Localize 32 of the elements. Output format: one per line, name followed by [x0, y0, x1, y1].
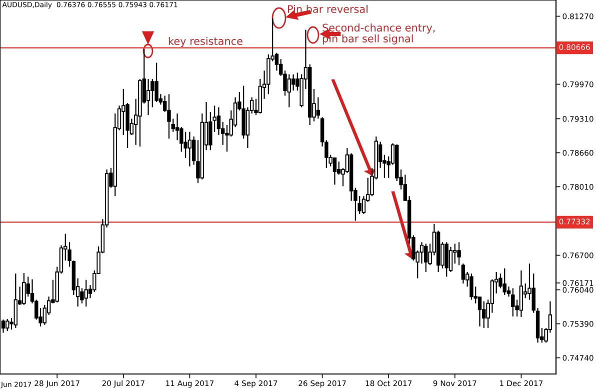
candlestick	[84, 279, 88, 308]
candlestick	[448, 246, 453, 273]
candlestick	[316, 96, 320, 120]
annotation: Pin bar reversal	[288, 4, 368, 14]
candlestick	[42, 304, 47, 326]
candlestick	[470, 273, 474, 300]
candlestick	[461, 263, 466, 284]
candlestick	[184, 131, 188, 159]
candlestick	[167, 94, 171, 140]
candlestick	[511, 288, 515, 318]
candlestick	[420, 242, 424, 264]
candlestick	[291, 74, 296, 92]
candlestick	[274, 52, 279, 72]
candlestick	[188, 131, 192, 167]
candlestick	[362, 196, 366, 214]
candlestick	[146, 78, 150, 116]
candlestick	[216, 106, 221, 136]
candlestick	[502, 268, 506, 296]
candlestick	[478, 296, 482, 327]
candlestick	[175, 112, 180, 141]
annotation: Second-chance entry, pin bar sell signal	[322, 24, 435, 44]
candlestick	[332, 156, 337, 186]
candlestick	[287, 74, 291, 108]
annotation: key resistance	[168, 36, 242, 48]
candlestick	[6, 318, 10, 332]
candlestick	[424, 243, 428, 273]
candlestick	[444, 242, 448, 278]
candlestick	[22, 272, 26, 306]
candlestick	[122, 88, 126, 136]
candlestick	[457, 242, 461, 266]
candlestick	[482, 300, 486, 329]
candlestick	[154, 62, 158, 103]
